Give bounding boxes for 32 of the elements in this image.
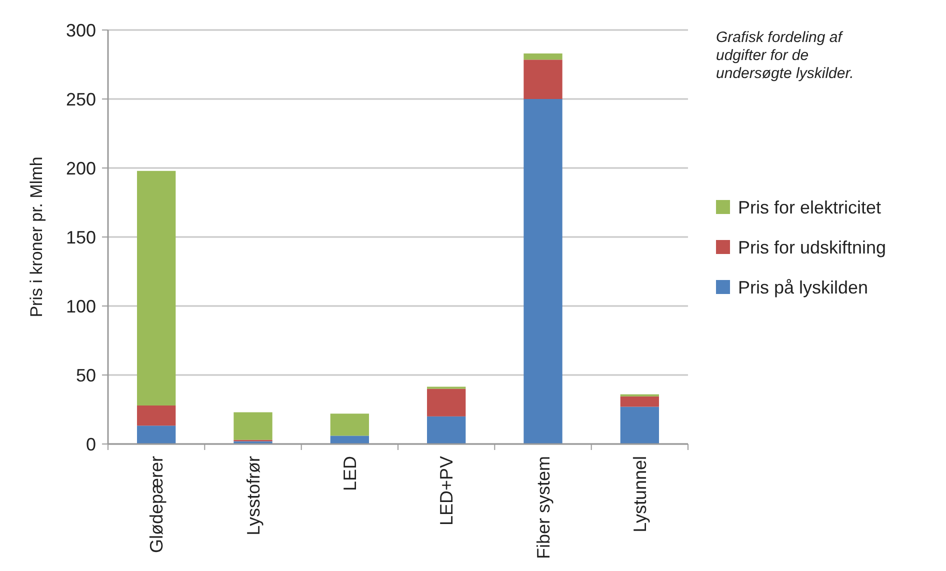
legend-label: Pris for udskiftning <box>738 237 886 258</box>
bar <box>137 406 176 426</box>
bar <box>137 170 176 406</box>
bar <box>620 406 659 444</box>
bar <box>524 60 562 99</box>
bar <box>234 441 272 444</box>
bar <box>427 388 466 416</box>
bar <box>137 426 176 444</box>
x-tick-label: Fiber system <box>533 456 554 560</box>
x-tick-label: Glødepærer <box>146 456 167 554</box>
y-tick-label: 100 <box>66 296 96 316</box>
y-tick-label: 300 <box>66 20 96 40</box>
bar <box>330 436 369 444</box>
x-tick-label: LED <box>340 456 360 492</box>
legend-label: Pris for elektricitet <box>738 197 882 218</box>
x-tick-label: Lystunnel <box>630 456 650 532</box>
x-tick-label: Lysstofrør <box>243 456 264 536</box>
bar <box>524 99 562 444</box>
y-tick-label: 50 <box>76 365 96 386</box>
bar <box>427 416 466 444</box>
legend-label: Pris på lyskilden <box>738 277 868 298</box>
y-tick-label: 0 <box>86 434 96 454</box>
text: Grafisk fordeling af udgifter for de undersøgte lyskilder. <box>716 29 854 82</box>
y-tick-label: 150 <box>66 227 96 248</box>
y-tick-label: 250 <box>66 89 96 110</box>
bar <box>234 412 272 440</box>
y-axis-title: Pris i kroner pr. Mlmh <box>26 156 46 318</box>
bar <box>524 53 562 60</box>
x-tick-label: LED+PV <box>436 456 457 526</box>
bar <box>330 414 369 436</box>
bar <box>620 396 659 407</box>
y-tick-label: 200 <box>66 158 96 178</box>
